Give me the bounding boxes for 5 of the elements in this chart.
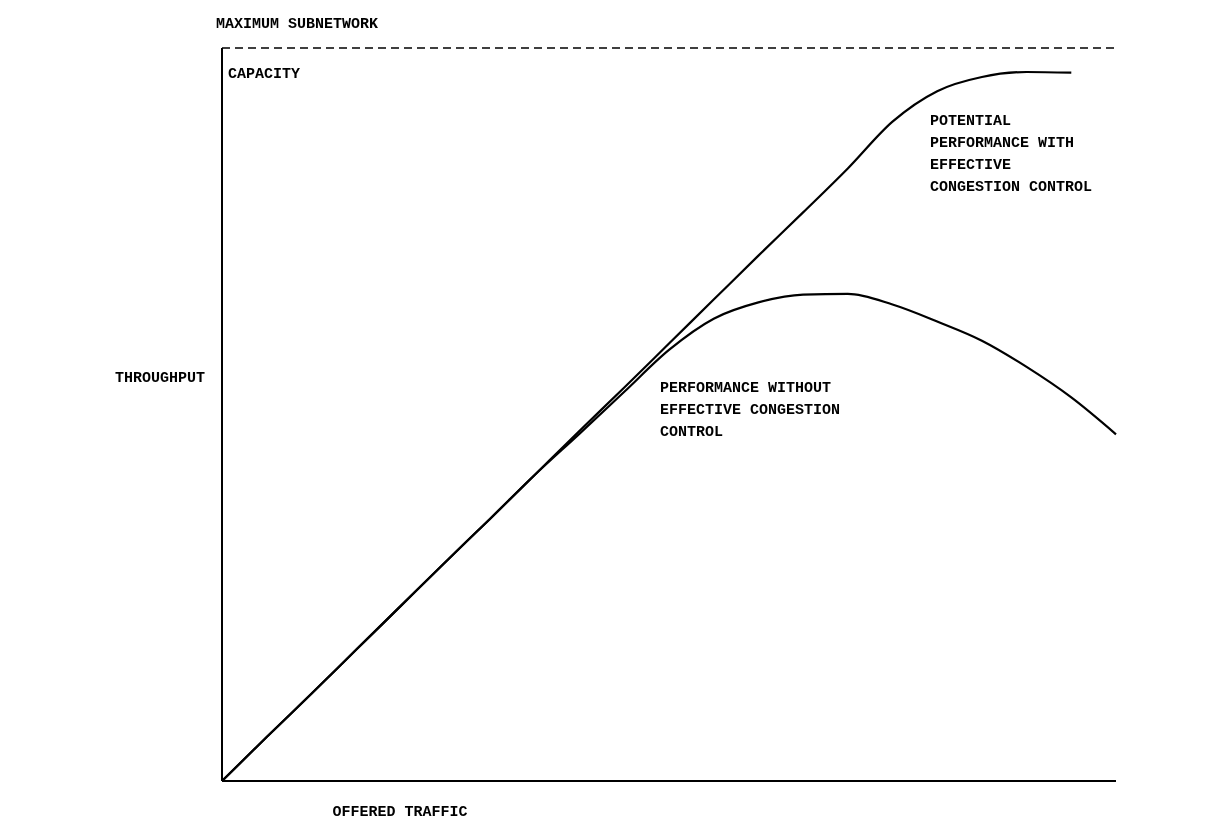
x-axis-title: OFFERED TRAFFIC bbox=[332, 804, 468, 821]
series-label: POTENTIAL PERFORMANCE WITH EFFECTIVE CONGESTION CONTROL bbox=[930, 113, 1093, 196]
text: MAXIMUM SUBNETWORK CAPACITY bbox=[216, 15, 379, 83]
y-axis-title: THROUGHPUT bbox=[114, 370, 205, 387]
series-label: PERFORMANCE WITHOUT EFFECTIVE CONGESTION CONTROL bbox=[660, 380, 841, 441]
